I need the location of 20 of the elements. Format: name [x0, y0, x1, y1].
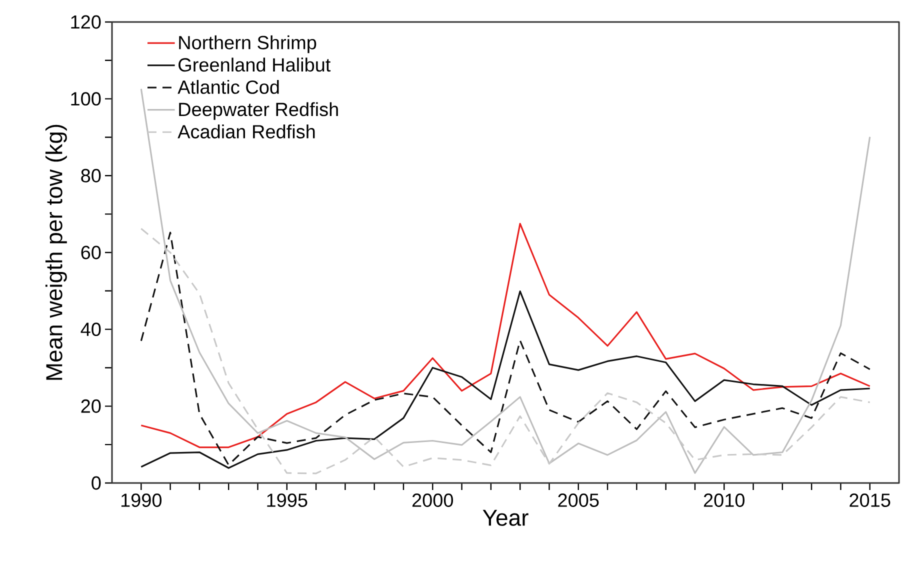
- y-tick-label: 80: [81, 168, 101, 182]
- y-tick-label: 40: [80, 322, 101, 336]
- legend-label: Atlantic Cod: [178, 80, 279, 94]
- y-tick-label: 60: [81, 246, 101, 260]
- x-tick-label: 2005: [558, 494, 599, 507]
- legend-label: Greenland Halibut: [178, 58, 331, 72]
- legend-label: Acadian Redfish: [178, 124, 315, 138]
- y-axis-title: Mean weigth per tow (kg): [45, 124, 67, 380]
- x-axis-title: Year: [482, 510, 528, 526]
- legend-label: Deepwater Redfish: [179, 102, 338, 120]
- x-tick-label: 1995: [267, 494, 308, 507]
- y-tick-label: 100: [71, 92, 101, 106]
- x-tick-label: 1990: [121, 494, 162, 507]
- y-tick-label: 0: [92, 476, 101, 490]
- y-tick-label: 120: [71, 15, 101, 29]
- x-tick-label: 2015: [850, 494, 890, 507]
- x-tick-label: 2010: [704, 494, 744, 507]
- y-tick-label: 20: [81, 399, 101, 413]
- x-tick-label: 2000: [412, 494, 454, 507]
- legend-label: Northern Shrimp: [179, 35, 316, 54]
